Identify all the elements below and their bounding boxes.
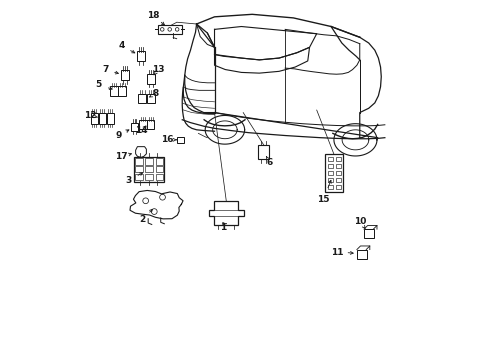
Text: 16: 16 <box>161 135 173 144</box>
Text: 13: 13 <box>152 65 165 74</box>
Text: 14: 14 <box>135 126 148 135</box>
Text: 10: 10 <box>354 217 366 226</box>
Text: 1: 1 <box>220 223 226 232</box>
Text: 18: 18 <box>147 11 160 20</box>
Text: 5: 5 <box>96 81 102 90</box>
Text: 2: 2 <box>140 215 146 224</box>
Text: 8: 8 <box>153 89 159 98</box>
Text: 15: 15 <box>317 195 329 204</box>
Text: 3: 3 <box>125 176 132 185</box>
Text: 4: 4 <box>118 41 124 50</box>
Text: 6: 6 <box>267 158 273 167</box>
Text: 17: 17 <box>115 152 127 161</box>
Text: 7: 7 <box>102 65 108 74</box>
Text: 11: 11 <box>331 248 344 257</box>
Text: 9: 9 <box>116 131 122 140</box>
Text: 12: 12 <box>84 111 97 120</box>
